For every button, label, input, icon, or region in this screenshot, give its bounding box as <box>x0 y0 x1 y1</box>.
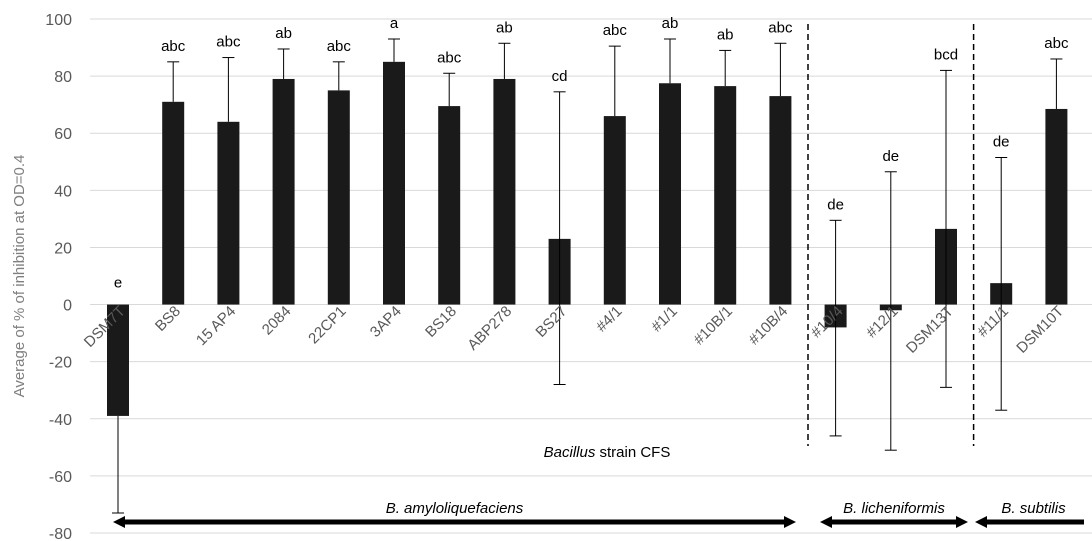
group-label: B. licheniformis <box>843 500 945 517</box>
significance-label: ab <box>496 19 513 36</box>
bar <box>217 121 240 305</box>
y-axis-ticks: -80 -60 -40 -20 0 20 40 60 80 100 <box>45 12 72 541</box>
bars <box>107 61 1068 416</box>
significance-label: abc <box>1044 35 1069 52</box>
significance-label: de <box>993 133 1010 150</box>
y-tick-label: 60 <box>54 126 72 143</box>
category-label: BS18 <box>422 303 460 341</box>
bar <box>769 96 792 305</box>
significance-label: abc <box>768 19 793 36</box>
group-separators <box>807 24 975 446</box>
category-label: #10B/1 <box>690 303 736 349</box>
group-arrow-head <box>113 516 125 528</box>
group-arrow-head <box>820 516 832 528</box>
category-label: #11/1 <box>974 303 1012 341</box>
bar <box>659 83 681 305</box>
significance-label: a <box>390 15 399 32</box>
bar <box>162 101 185 305</box>
category-label: DSM13T <box>903 303 957 357</box>
group-label: B. subtilis <box>1001 500 1066 517</box>
significance-label: de <box>882 148 899 165</box>
category-label: DSM10T <box>1013 303 1067 357</box>
bar <box>327 90 350 305</box>
bar <box>714 86 737 305</box>
significance-label: abc <box>437 49 462 66</box>
significance-label: e <box>114 275 122 292</box>
y-tick-label: -60 <box>49 469 72 486</box>
y-tick-label: 0 <box>63 298 72 315</box>
bar <box>493 78 516 305</box>
gridlines <box>90 18 1092 534</box>
bar <box>383 61 405 305</box>
significance-label: ab <box>275 25 292 42</box>
category-label: 22CP1 <box>305 303 349 347</box>
significance-label: ab <box>662 15 679 32</box>
group-arrow-head <box>975 516 987 528</box>
significance-label: abc <box>327 38 352 55</box>
category-label: 15 AP4 <box>193 303 239 349</box>
y-tick-label: 20 <box>54 240 72 257</box>
y-axis-label: Average of % of inhibition at OD=0.4 <box>11 155 28 398</box>
category-label: 3AP4 <box>367 303 405 341</box>
bar <box>107 304 129 416</box>
significance-label: ab <box>717 26 734 43</box>
bar <box>438 106 461 305</box>
bar <box>1045 108 1068 305</box>
category-label: BS27 <box>532 303 570 341</box>
y-tick-label: -40 <box>49 412 72 429</box>
x-axis-label-rest: strain CFS <box>595 444 670 461</box>
significance-label: abc <box>216 34 241 51</box>
bar <box>272 78 295 305</box>
significance-label: abc <box>603 22 628 39</box>
significance-label: de <box>827 196 844 213</box>
y-tick-label: 80 <box>54 69 72 86</box>
group-label: B. amyloliquefaciens <box>386 500 524 517</box>
bar <box>603 116 626 305</box>
category-label: ABP278 <box>464 303 515 354</box>
significance-label: cd <box>552 68 568 85</box>
group-arrows: B. amyloliquefaciens B. licheniformis B. s… <box>113 500 1084 528</box>
x-axis-label-genus: Bacillus <box>544 444 596 461</box>
category-label: #10B/4 <box>746 303 792 349</box>
group-arrow-head <box>956 516 968 528</box>
y-tick-label: 40 <box>54 183 72 200</box>
significance-label: bcd <box>934 46 958 63</box>
category-label: #4/1 <box>593 303 626 336</box>
y-tick-label: 100 <box>45 12 72 29</box>
category-label: #1/1 <box>648 303 681 336</box>
category-label: BS8 <box>152 303 184 335</box>
error-bars <box>112 38 1063 514</box>
group-arrow-head <box>784 516 796 528</box>
category-label: 2084 <box>259 303 295 339</box>
category-labels: DSM7T BS8 15 AP4 2084 22CP1 3AP4 BS18 ABP278 BS2… <box>81 303 1067 357</box>
x-axis-label: Bacillus strain CFS <box>544 444 671 461</box>
y-tick-label: -80 <box>49 526 72 541</box>
significance-label: abc <box>161 38 186 55</box>
significance-labels: e abc abc ab abc a abc ab cd abc ab ab abc de de bcd de a… <box>114 15 1069 292</box>
y-tick-label: -20 <box>49 355 72 372</box>
